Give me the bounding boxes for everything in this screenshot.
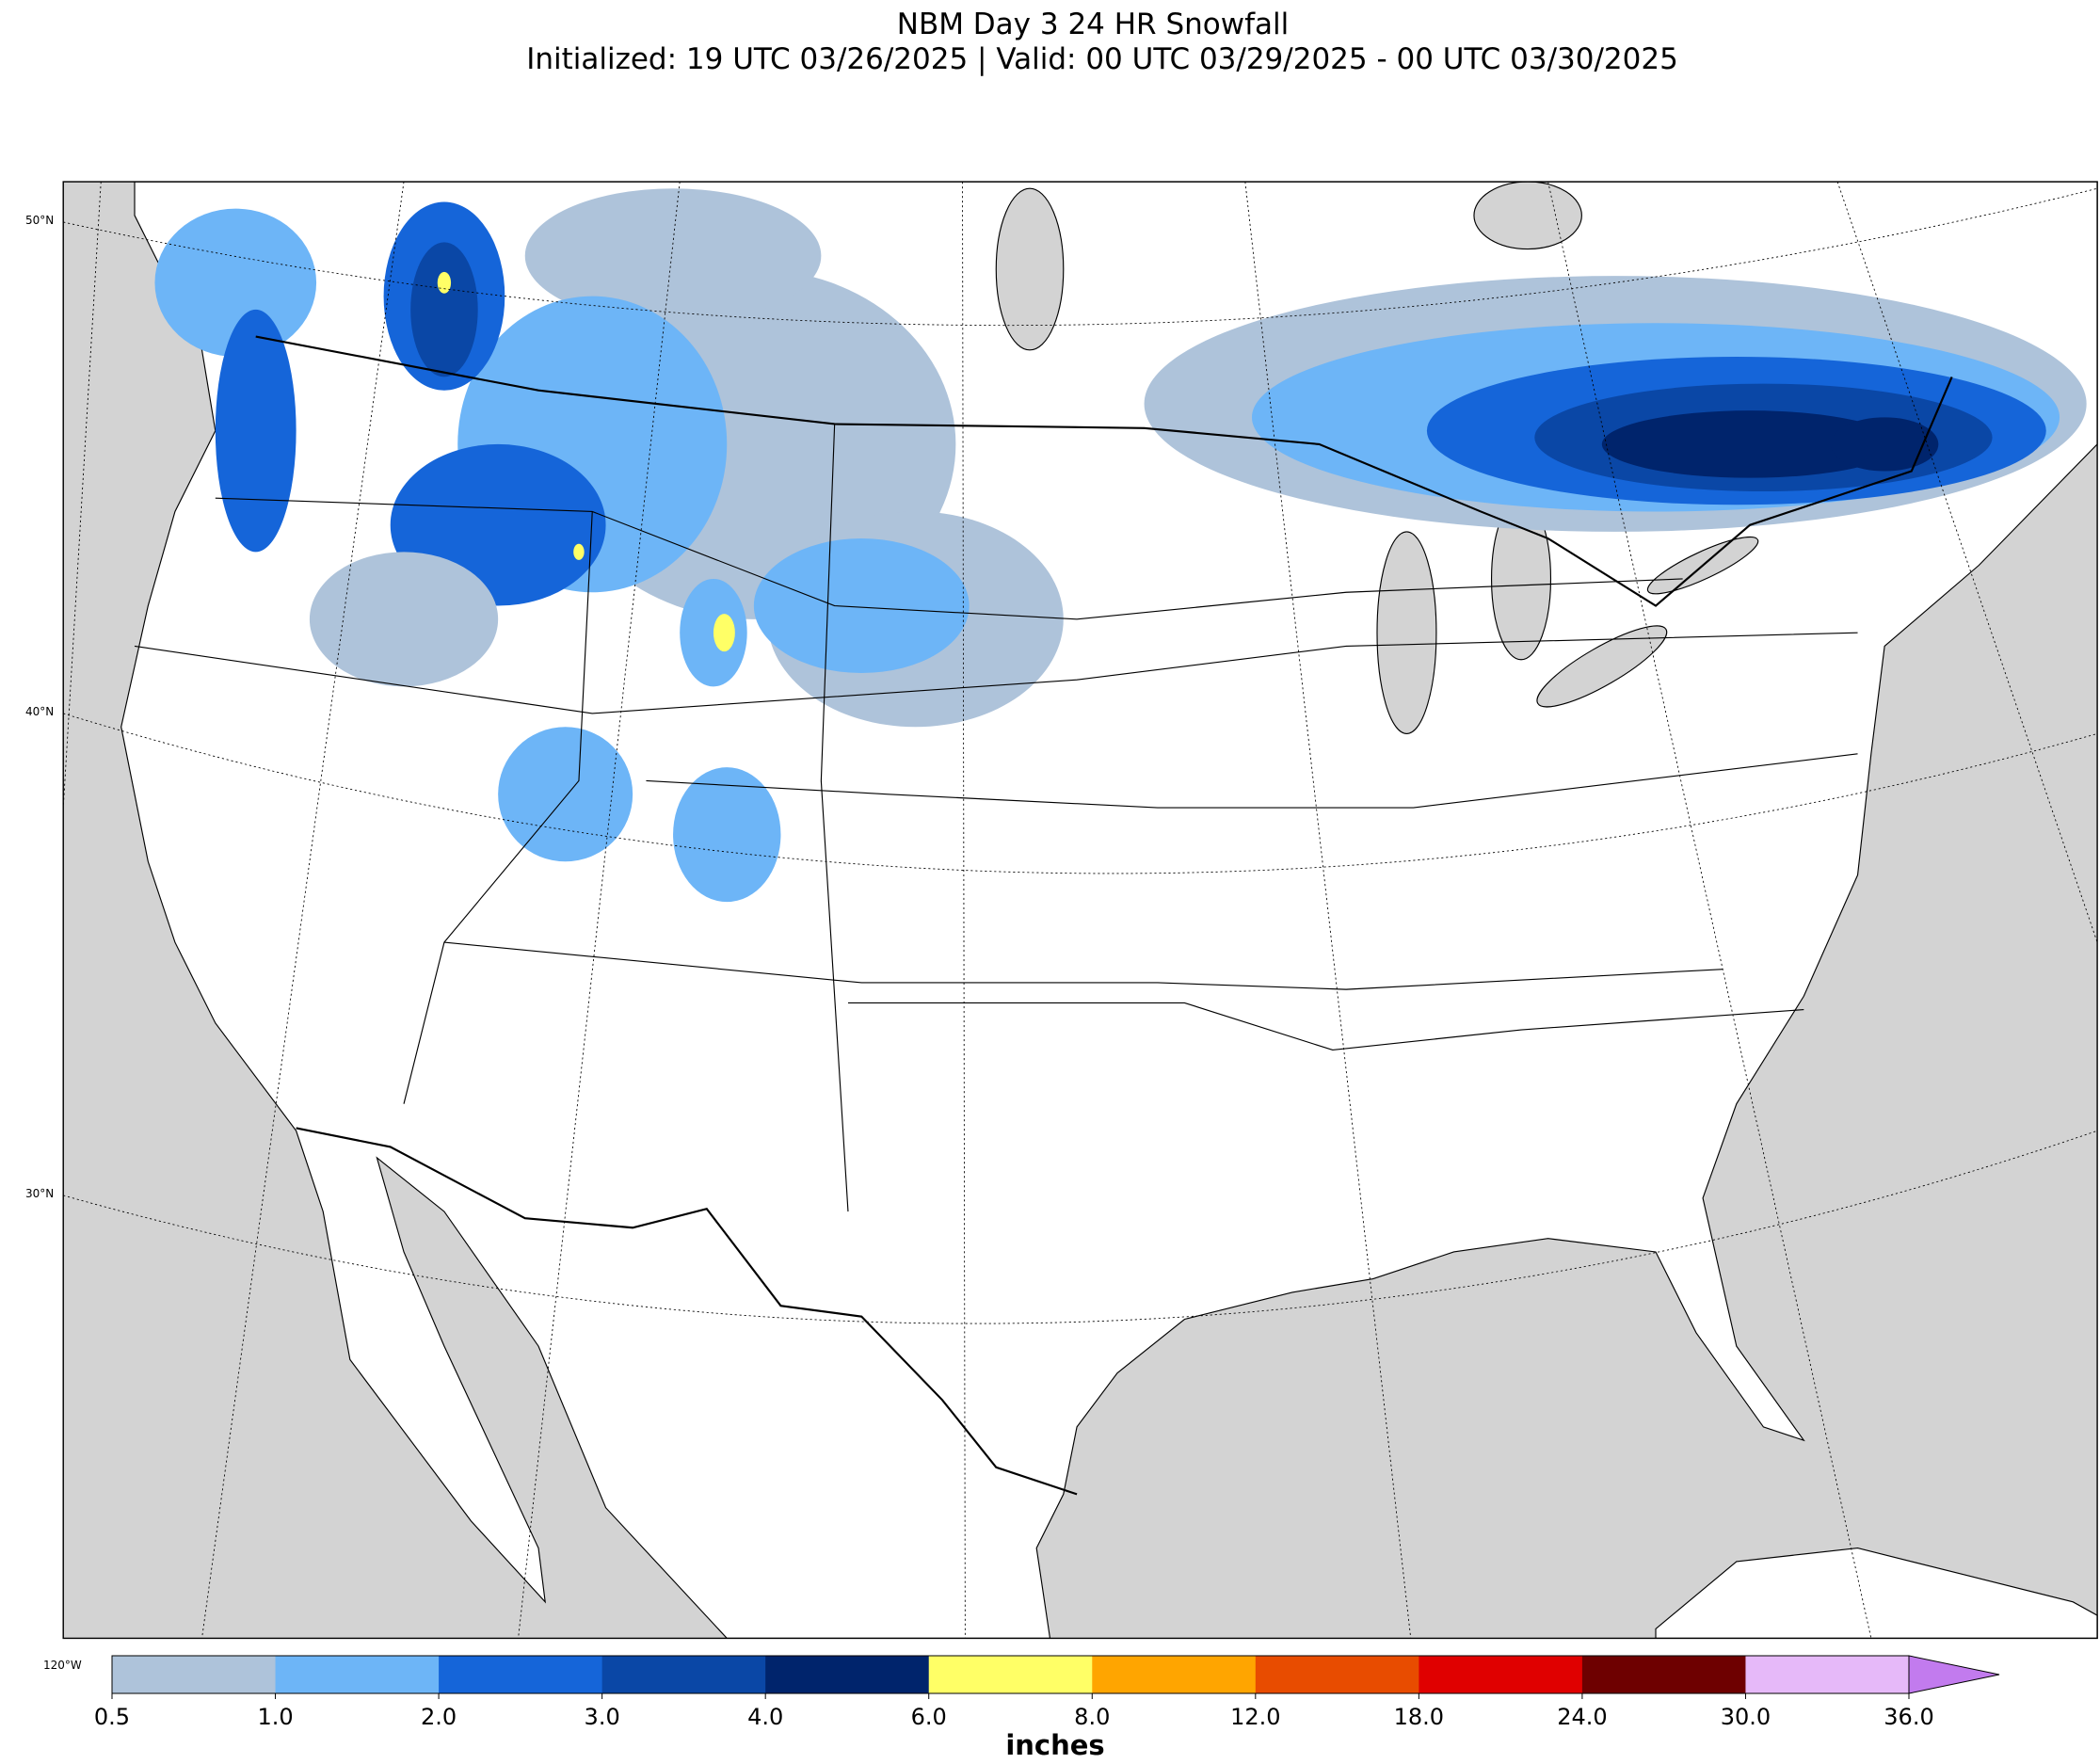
colorbar: 0.5 1.0 2.0 3.0 4.0 6.0 8.0 12.0 18.0 24.0 30.0 36.…	[94, 1655, 2000, 1730]
colorbar-segment	[1419, 1656, 1583, 1693]
colorbar-segment	[1581, 1656, 1746, 1693]
lat-label: 30°N	[25, 1187, 54, 1200]
colorbar-segment	[439, 1656, 603, 1693]
colorbar-segment	[765, 1656, 930, 1693]
colorbar-segment	[1092, 1656, 1257, 1693]
colorbar-tick-label: 8.0	[1074, 1704, 1110, 1730]
colorbar-tick-label: 0.5	[94, 1704, 130, 1730]
lat-label: 50°N	[25, 214, 54, 227]
colorbar-segment	[601, 1656, 766, 1693]
colorbar-segment	[1255, 1656, 1419, 1693]
colorbar-tick-label: 24.0	[1557, 1704, 1607, 1730]
colorbar-tick-label: 36.0	[1884, 1704, 1933, 1730]
colorbar-segment	[112, 1656, 277, 1693]
colorbar-frame	[111, 1655, 1910, 1694]
colorbar-tick-label: 12.0	[1230, 1704, 1280, 1730]
colorbar-segment	[928, 1656, 1093, 1693]
colorbar-tick-label: 6.0	[911, 1704, 947, 1730]
colorbar-label: inches	[1005, 1729, 1104, 1760]
colorbar-tick-label: 4.0	[747, 1704, 783, 1730]
colorbar-segment	[1745, 1656, 1910, 1693]
borders	[134, 335, 1953, 1496]
subtitle: Initialized: 19 UTC 03/26/2025 | Valid: …	[526, 42, 1678, 76]
map	[62, 181, 2098, 1640]
map-frame	[62, 181, 2098, 1640]
colorbar-segment	[275, 1656, 440, 1693]
colorbar-extend	[1908, 1655, 2000, 1694]
colorbar-tick-label: 3.0	[585, 1704, 620, 1730]
lat-label: 40°N	[25, 705, 54, 718]
colorbar-tick-label: 18.0	[1394, 1704, 1444, 1730]
graticule	[62, 181, 2098, 1639]
title: NBM Day 3 24 HR Snowfall	[897, 8, 1290, 41]
snowfall	[154, 188, 2087, 903]
colorbar-tick-label: 2.0	[421, 1704, 457, 1730]
lon-label: 120°W	[43, 1659, 82, 1672]
colorbar-tick-label: 30.0	[1721, 1704, 1771, 1730]
colorbar-tick-label: 1.0	[257, 1704, 293, 1730]
